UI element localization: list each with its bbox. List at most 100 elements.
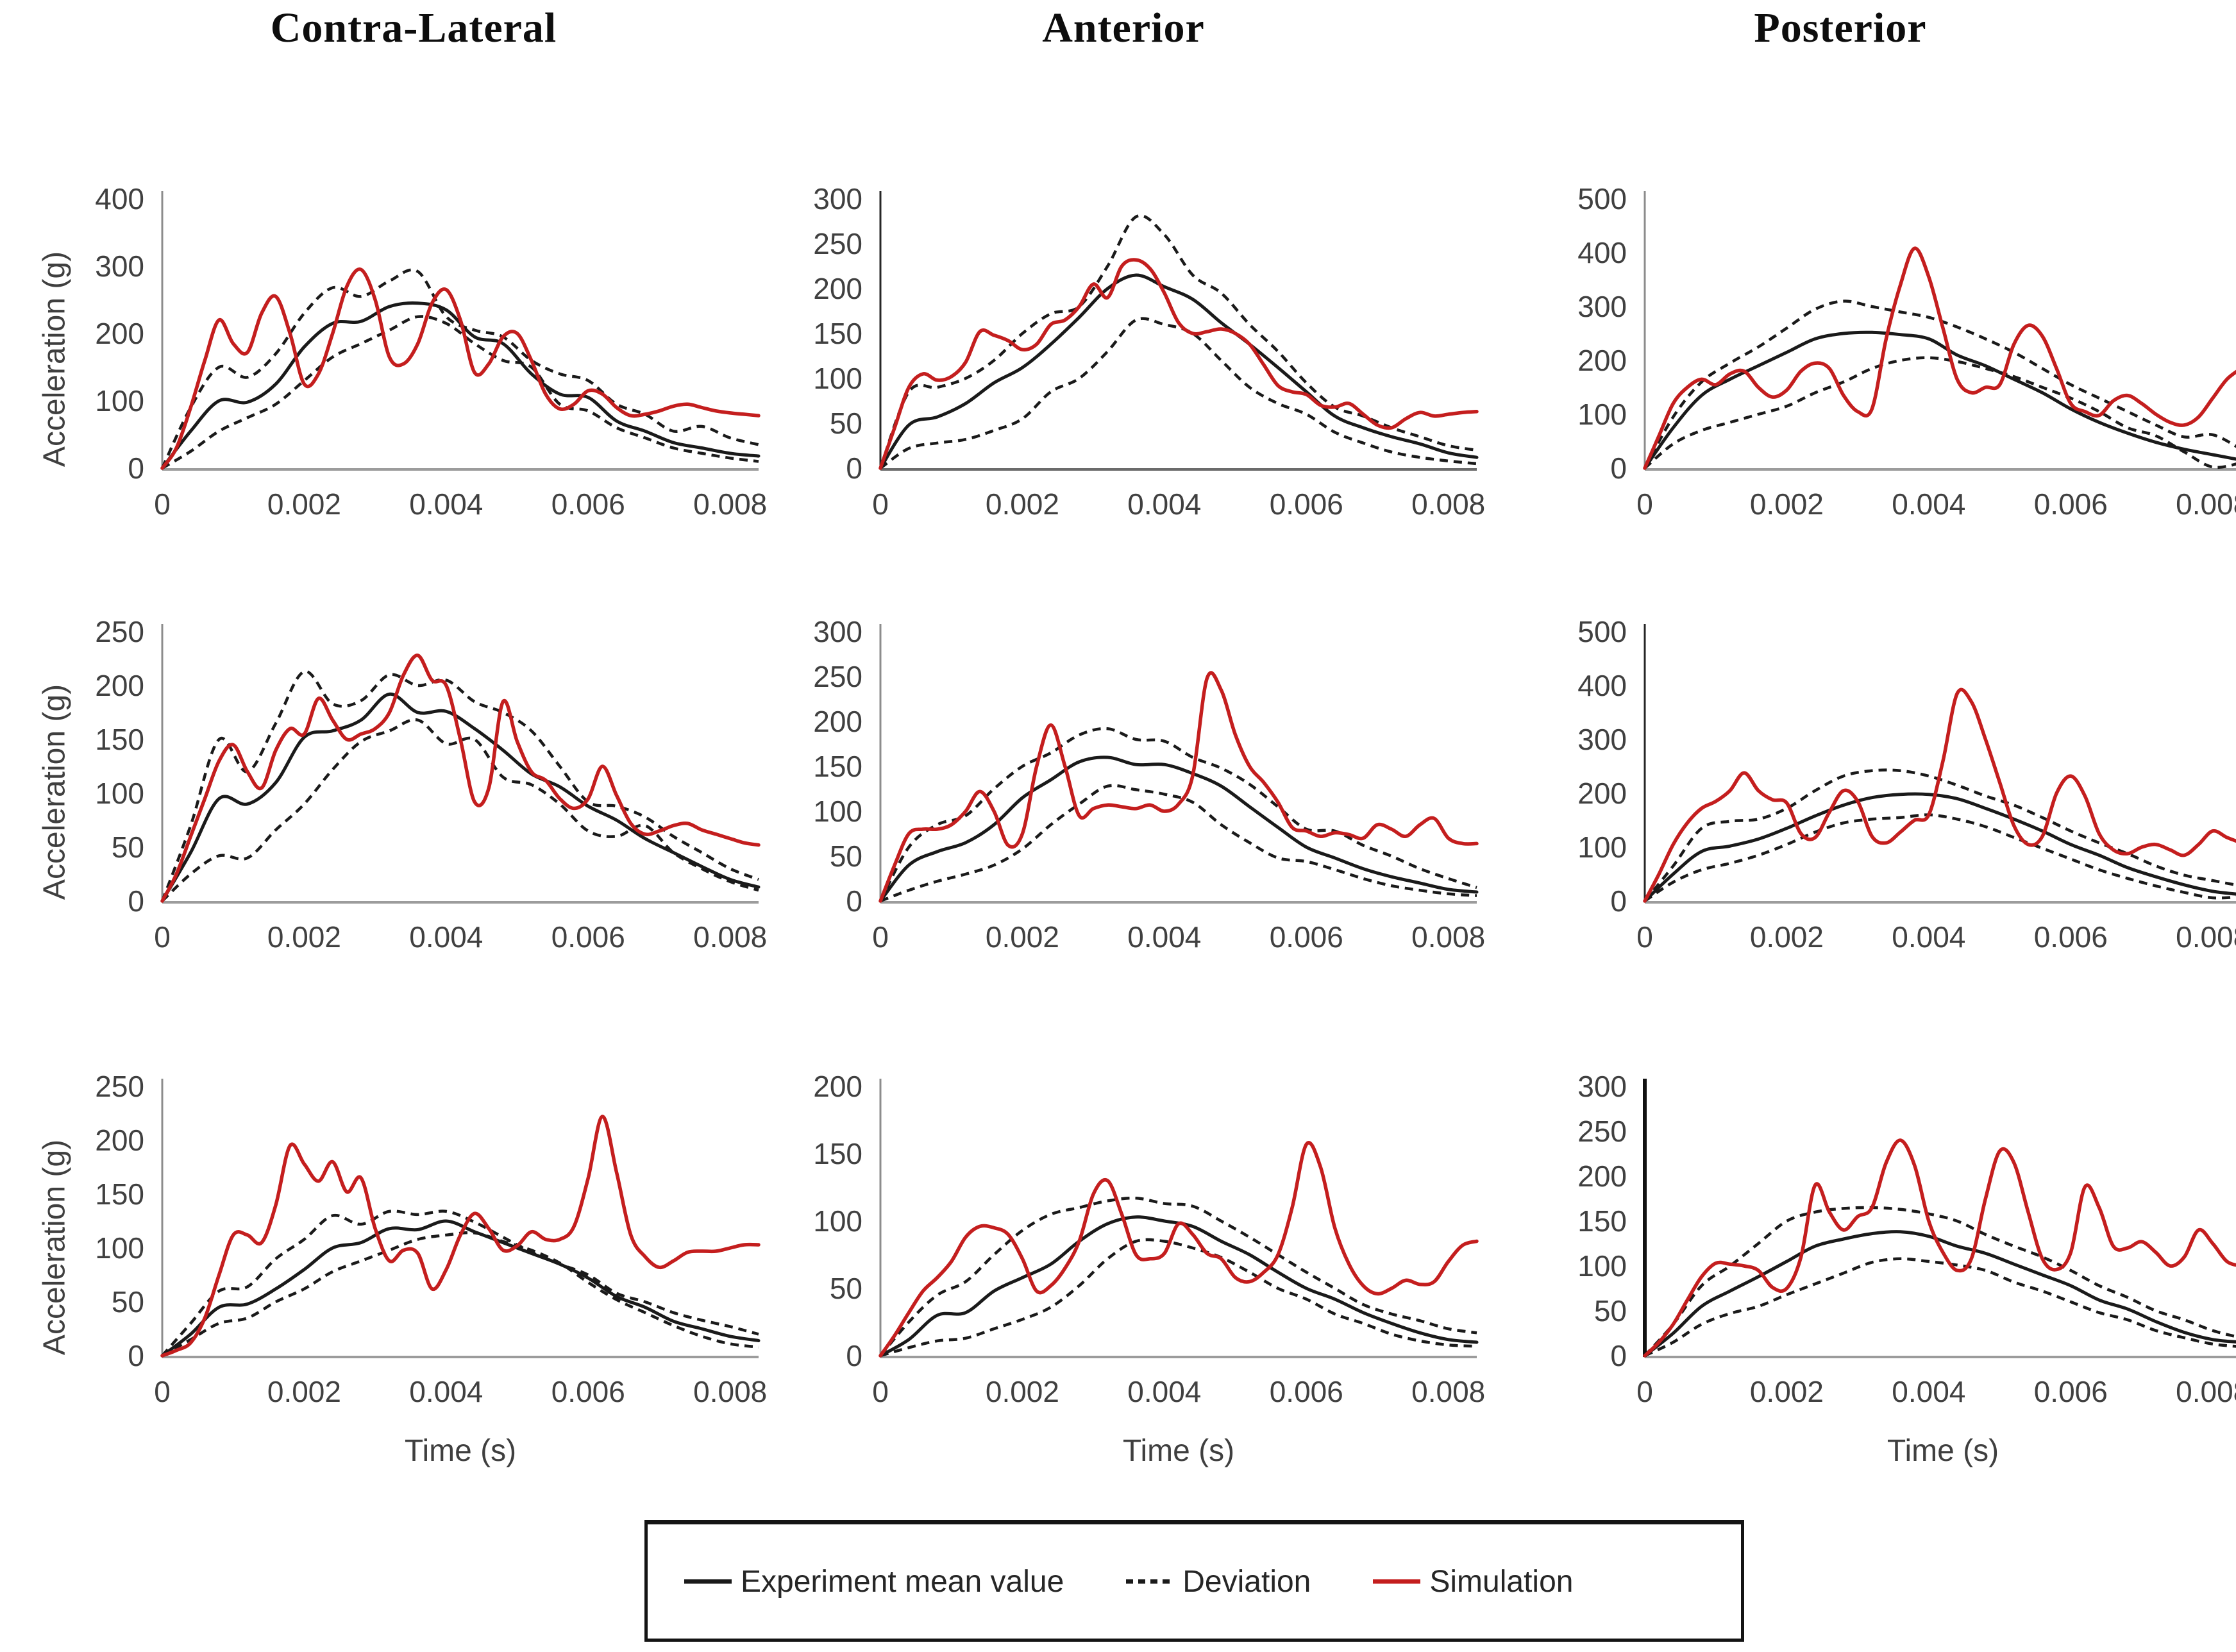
svg-text:100: 100 bbox=[1577, 830, 1627, 864]
svg-text:0.002: 0.002 bbox=[1750, 1375, 1824, 1408]
svg-text:0.004: 0.004 bbox=[1127, 1375, 1201, 1408]
svg-text:0: 0 bbox=[128, 451, 144, 485]
legend-item-simulation: Simulation bbox=[1372, 1564, 1573, 1599]
svg-text:0.008: 0.008 bbox=[693, 487, 767, 521]
svg-text:0: 0 bbox=[154, 1375, 171, 1408]
svg-text:0.008: 0.008 bbox=[693, 1375, 767, 1408]
svg-text:300: 300 bbox=[813, 182, 862, 215]
svg-text:0: 0 bbox=[1636, 920, 1653, 954]
svg-text:150: 150 bbox=[95, 1177, 144, 1211]
svg-text:0.006: 0.006 bbox=[1270, 487, 1343, 521]
svg-text:400: 400 bbox=[1577, 236, 1627, 269]
svg-text:50: 50 bbox=[830, 407, 862, 440]
svg-text:150: 150 bbox=[813, 317, 862, 350]
svg-text:0: 0 bbox=[154, 487, 171, 521]
svg-text:200: 200 bbox=[1577, 1159, 1627, 1193]
svg-text:0.008: 0.008 bbox=[2176, 487, 2236, 521]
chart-row1-posterior: 0 100 200 300 400 500 0 0.002 0.004 0.006 0.008 bbox=[1504, 182, 2236, 555]
svg-text:250: 250 bbox=[813, 660, 862, 693]
line-chart: 0 50 100 150 200 0 0.002 0.004 0.006 0.008 bbox=[813, 1070, 1485, 1408]
svg-text:0.006: 0.006 bbox=[2034, 920, 2108, 954]
svg-text:0.004: 0.004 bbox=[1892, 920, 1965, 954]
svg-text:0.002: 0.002 bbox=[1750, 920, 1824, 954]
svg-text:0.008: 0.008 bbox=[2176, 1375, 2236, 1408]
svg-text:500: 500 bbox=[1577, 182, 1627, 215]
svg-text:0: 0 bbox=[872, 487, 889, 521]
legend-item-experiment-mean: Experiment mean value bbox=[683, 1564, 1064, 1599]
svg-text:0: 0 bbox=[872, 920, 889, 954]
svg-text:0.004: 0.004 bbox=[1127, 920, 1201, 954]
svg-text:0.006: 0.006 bbox=[2034, 1375, 2108, 1408]
svg-text:0.006: 0.006 bbox=[551, 920, 625, 954]
red-line-swatch-icon bbox=[1373, 1579, 1421, 1584]
chart-row2-anterior: 0 50 100 150 200 250 300 0 0.002 0.004 0.006 0.008 bbox=[739, 615, 1485, 988]
svg-text:200: 200 bbox=[95, 669, 144, 702]
svg-text:100: 100 bbox=[813, 362, 862, 395]
chart-row3-anterior: 0 50 100 150 200 0 0.002 0.004 0.006 0.008 bbox=[739, 1070, 1485, 1442]
svg-text:50: 50 bbox=[830, 839, 862, 873]
svg-text:0.002: 0.002 bbox=[986, 1375, 1059, 1408]
svg-text:0.006: 0.006 bbox=[1270, 1375, 1343, 1408]
svg-text:0: 0 bbox=[1610, 884, 1627, 918]
legend: Experiment mean value Deviation Simulati… bbox=[644, 1520, 1744, 1642]
svg-text:50: 50 bbox=[1594, 1294, 1627, 1328]
legend-label-experiment-mean: Experiment mean value bbox=[741, 1564, 1064, 1599]
svg-text:250: 250 bbox=[813, 227, 862, 260]
svg-text:150: 150 bbox=[95, 723, 144, 756]
svg-text:0: 0 bbox=[846, 451, 862, 485]
svg-text:0: 0 bbox=[1610, 1339, 1627, 1372]
svg-text:0.004: 0.004 bbox=[409, 487, 483, 521]
svg-text:0.006: 0.006 bbox=[551, 487, 625, 521]
svg-text:300: 300 bbox=[1577, 723, 1627, 756]
svg-text:0: 0 bbox=[1610, 451, 1627, 485]
chart-row3-contra-lateral: 0 50 100 150 200 250 0 0.002 0.004 0.006 0.008 bbox=[21, 1070, 767, 1442]
svg-text:100: 100 bbox=[95, 384, 144, 417]
svg-text:100: 100 bbox=[1577, 1249, 1627, 1283]
svg-text:100: 100 bbox=[813, 795, 862, 828]
legend-label-deviation: Deviation bbox=[1182, 1564, 1311, 1599]
svg-text:250: 250 bbox=[95, 1070, 144, 1103]
svg-text:0.004: 0.004 bbox=[409, 1375, 483, 1408]
svg-text:0: 0 bbox=[1636, 1375, 1653, 1408]
svg-text:300: 300 bbox=[1577, 1070, 1627, 1103]
svg-text:0.008: 0.008 bbox=[693, 920, 767, 954]
svg-text:0.002: 0.002 bbox=[986, 487, 1059, 521]
line-chart: 0 50 100 150 200 250 300 0 0.002 0.004 0.006 0.008 bbox=[813, 615, 1485, 954]
svg-text:0.008: 0.008 bbox=[1411, 487, 1485, 521]
svg-text:100: 100 bbox=[95, 1231, 144, 1265]
svg-text:300: 300 bbox=[813, 615, 862, 648]
svg-text:200: 200 bbox=[813, 1070, 862, 1103]
line-chart: 0 50 100 150 200 250 300 0 0.002 0.004 0.006 0.008 bbox=[813, 182, 1485, 521]
svg-text:0.002: 0.002 bbox=[267, 1375, 341, 1408]
svg-text:200: 200 bbox=[1577, 344, 1627, 377]
svg-text:200: 200 bbox=[95, 1124, 144, 1157]
chart-row1-contra-lateral: 0 100 200 300 400 0 0.002 0.004 0.006 0.008 bbox=[21, 182, 767, 555]
svg-text:50: 50 bbox=[112, 830, 144, 864]
svg-text:200: 200 bbox=[813, 705, 862, 738]
svg-text:0: 0 bbox=[846, 1339, 862, 1372]
x-axis-label-col3: Time (s) bbox=[1887, 1434, 1999, 1468]
line-chart: 0 100 200 300 400 500 0 0.002 0.004 0.006 0.008 bbox=[1577, 182, 2236, 521]
svg-text:0.002: 0.002 bbox=[267, 920, 341, 954]
svg-text:0.004: 0.004 bbox=[1892, 487, 1965, 521]
svg-text:250: 250 bbox=[1577, 1115, 1627, 1148]
svg-text:0: 0 bbox=[846, 884, 862, 918]
svg-text:0.002: 0.002 bbox=[986, 920, 1059, 954]
svg-text:200: 200 bbox=[95, 317, 144, 350]
svg-text:250: 250 bbox=[95, 615, 144, 648]
svg-text:0.008: 0.008 bbox=[1411, 1375, 1485, 1408]
svg-text:0.004: 0.004 bbox=[1892, 1375, 1965, 1408]
column-title-anterior: Anterior bbox=[1042, 4, 1205, 51]
line-chart: 0 100 200 300 400 0 0.002 0.004 0.006 0.008 bbox=[95, 182, 767, 521]
chart-row3-posterior: 0 50 100 150 200 250 300 0 0.002 0.004 0.006 0.008 bbox=[1504, 1070, 2236, 1442]
svg-text:500: 500 bbox=[1577, 615, 1627, 648]
svg-text:0.006: 0.006 bbox=[2034, 487, 2108, 521]
svg-text:0.002: 0.002 bbox=[1750, 487, 1824, 521]
column-title-posterior: Posterior bbox=[1754, 4, 1927, 51]
svg-text:0: 0 bbox=[1636, 487, 1653, 521]
svg-text:150: 150 bbox=[1577, 1204, 1627, 1238]
svg-text:150: 150 bbox=[813, 750, 862, 783]
column-title-contra-lateral: Contra-Lateral bbox=[270, 4, 557, 51]
chart-row2-contra-lateral: 0 50 100 150 200 250 0 0.002 0.004 0.006 0.008 bbox=[21, 615, 767, 988]
legend-label-simulation: Simulation bbox=[1429, 1564, 1574, 1599]
